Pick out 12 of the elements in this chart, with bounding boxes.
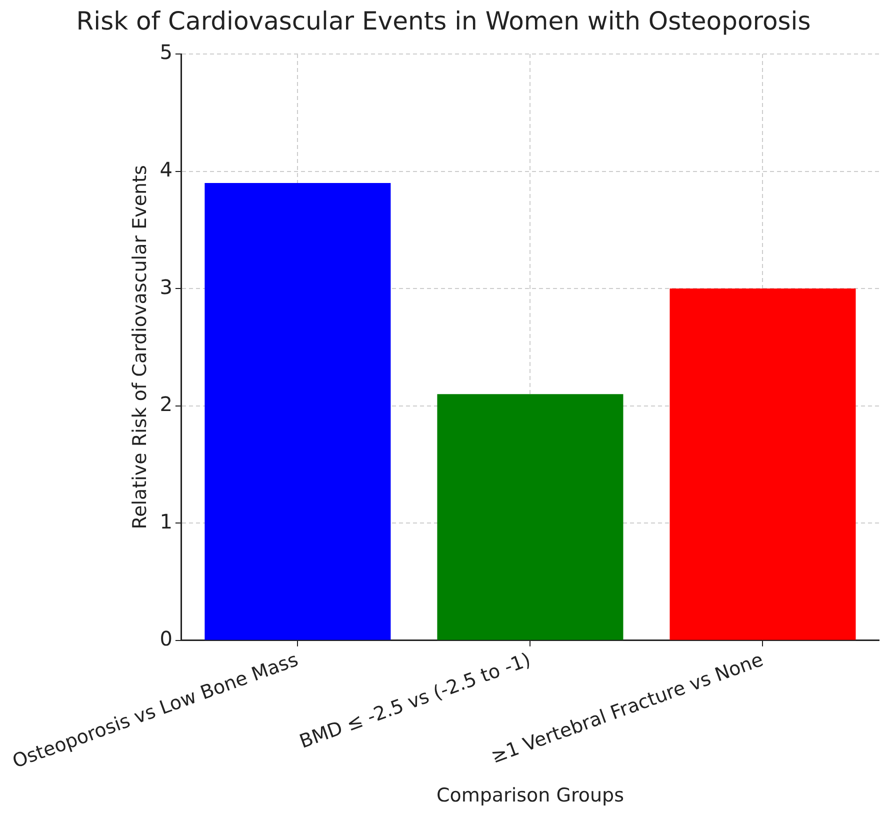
bar xyxy=(670,288,856,640)
y-tick-label: 1 xyxy=(160,509,172,534)
x-axis-title: Comparison Groups xyxy=(436,784,624,807)
y-tick-label: 5 xyxy=(160,40,172,64)
y-tick-label: 0 xyxy=(160,626,172,651)
y-axis-title: Relative Risk of Cardiovascular Events xyxy=(129,165,152,530)
y-tick-label: 3 xyxy=(160,274,172,299)
chart-title: Risk of Cardiovascular Events in Women with Osteoporosis xyxy=(76,6,811,36)
bar xyxy=(437,394,624,640)
y-tick-label: 4 xyxy=(160,157,172,182)
bar xyxy=(204,183,391,640)
y-tick-label: 2 xyxy=(160,392,172,416)
